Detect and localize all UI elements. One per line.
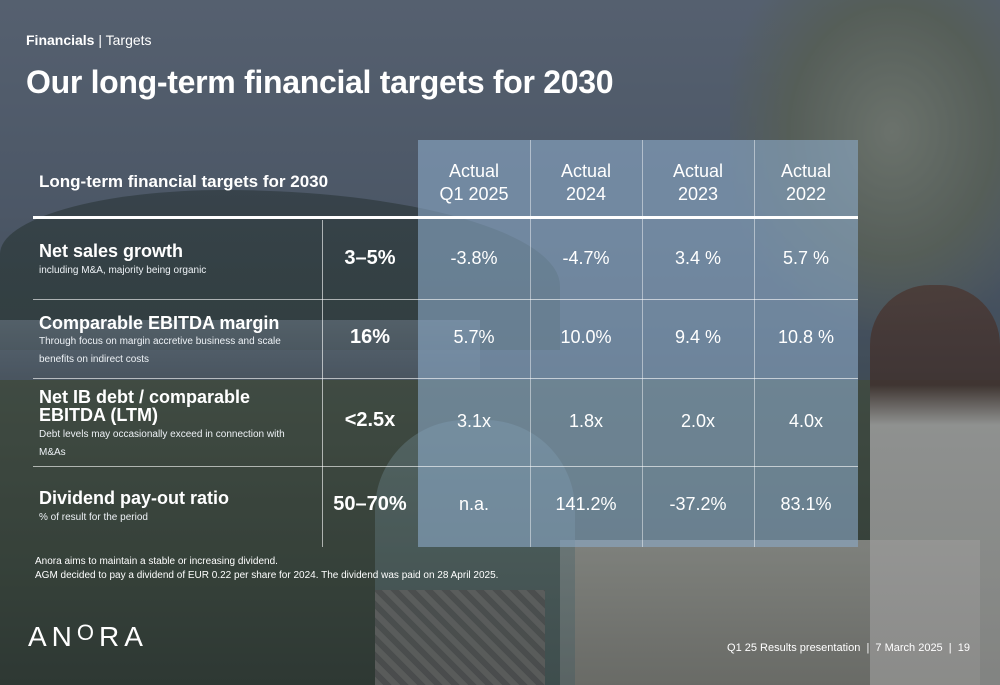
target-dividend-payout: 50–70% bbox=[333, 493, 407, 515]
dividend-note-2: AGM decided to pay a dividend of EUR 0.2… bbox=[35, 570, 499, 581]
column-header-2024: Actual 2024 bbox=[560, 161, 612, 204]
row-title-net-sales-growth: Net sales growth bbox=[39, 241, 184, 261]
footer-text: Q1 25 Results presentation | 7 March 202… bbox=[727, 642, 970, 654]
cell-ebitda-2024: 10.0% bbox=[560, 327, 612, 347]
column-header-q1-2025: Actual Q1 2025 bbox=[439, 161, 509, 204]
row-subtitle-dividend-payout: % of result for the period bbox=[39, 512, 148, 523]
dividend-note-1: Anora aims to maintain a stable or incre… bbox=[35, 556, 278, 567]
column-header-2023: Actual 2023 bbox=[672, 161, 724, 204]
header-rule bbox=[33, 216, 858, 219]
row-subtitle-net-debt: Debt levels may occasionally exceed in c… bbox=[39, 429, 285, 458]
page-title: Our long-term financial targets for 2030 bbox=[26, 64, 614, 100]
row-subtitle-net-sales-growth: including M&A, majority being organic bbox=[39, 265, 207, 276]
row-title-net-debt: Net IB debt / comparable EBITDA (LTM) bbox=[39, 387, 251, 425]
cell-dividend-2023: -37.2% bbox=[669, 494, 727, 514]
cell-net-debt-q1-2025: 3.1x bbox=[456, 411, 492, 431]
cell-ebitda-2022: 10.8 % bbox=[777, 327, 835, 347]
row-subtitle-ebitda-margin: Through focus on margin accretive busine… bbox=[39, 336, 281, 365]
row-title-dividend-payout: Dividend pay-out ratio bbox=[39, 488, 230, 508]
breadcrumb: Financials | Targets bbox=[26, 32, 152, 48]
target-net-sales-growth: 3–5% bbox=[344, 247, 396, 269]
table-heading: Long-term financial targets for 2030 bbox=[39, 172, 329, 191]
cell-net-debt-2024: 1.8x bbox=[568, 411, 604, 431]
cell-ebitda-2023: 9.4 % bbox=[674, 327, 722, 347]
cell-net-sales-2022: 5.7 % bbox=[782, 248, 830, 268]
cell-net-debt-2023: 2.0x bbox=[680, 411, 716, 431]
column-header-2022: Actual 2022 bbox=[780, 161, 832, 204]
breadcrumb-section: Financials bbox=[26, 32, 95, 48]
cell-net-sales-2023: 3.4 % bbox=[674, 248, 722, 268]
cell-net-sales-2024: -4.7% bbox=[562, 248, 610, 268]
cell-net-sales-q1-2025: -3.8% bbox=[450, 248, 498, 268]
breadcrumb-page: Targets bbox=[105, 32, 152, 48]
target-net-debt: <2.5x bbox=[344, 409, 396, 431]
actuals-panel bbox=[418, 140, 858, 547]
cell-dividend-2024: 141.2% bbox=[555, 494, 617, 514]
anora-logo: ANORA bbox=[28, 620, 148, 652]
cell-dividend-2022: 83.1% bbox=[780, 494, 832, 514]
cell-net-debt-2022: 4.0x bbox=[788, 411, 824, 431]
row-title-ebitda-margin: Comparable EBITDA margin bbox=[39, 313, 280, 333]
breadcrumb-separator: | bbox=[98, 32, 102, 48]
cell-ebitda-q1-2025: 5.7% bbox=[453, 327, 495, 347]
target-ebitda-margin: 16% bbox=[349, 326, 391, 348]
cell-dividend-q1-2025: n.a. bbox=[458, 494, 490, 514]
